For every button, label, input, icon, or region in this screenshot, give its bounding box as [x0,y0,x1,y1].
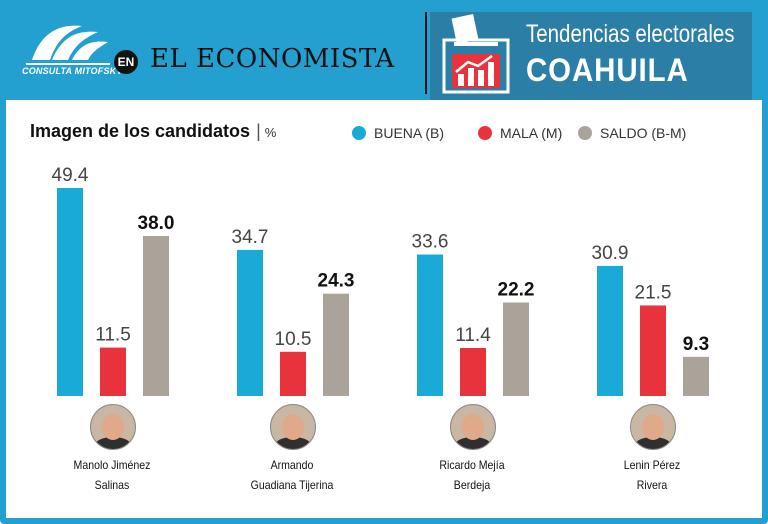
header-banner: CONSULTA MITOFSKY EN EL ECONOMISTA Tende… [0,0,768,100]
data-label-saldo-2: 24.3 [318,271,355,292]
bar-saldo-3 [503,302,529,396]
bar-mala-1 [100,347,126,396]
legend-dot-icon [478,126,492,140]
bar-mala-4 [640,305,666,396]
data-label-buena-4: 30.9 [592,243,629,264]
bar-saldo-4 [683,356,709,396]
data-label-saldo-3: 22.2 [498,280,535,301]
data-label-buena-3: 33.6 [412,232,449,253]
header-divider [425,12,427,94]
data-label-saldo-4: 9.3 [683,334,709,355]
ballot-box-icon [442,13,510,94]
photo-shirt [455,437,491,449]
data-label-mala-4: 21.5 [635,282,672,303]
candidate-name-line: Salinas [94,478,130,492]
candidate-photo-4 [630,404,676,450]
data-label-buena-1: 49.4 [52,165,89,186]
bar-buena-1 [57,188,83,396]
legend-item-saldo: SALDO (B-M) [578,125,686,141]
photo-shirt [635,437,671,449]
legend-label-saldo: SALDO (B-M) [600,125,687,141]
title-line-2: COAHUILA [526,52,689,88]
candidate-name-4: Lenin Pérez Rivera [595,455,709,495]
bar-mala-2 [280,351,306,396]
candidate-photo-3 [450,404,496,450]
mitofsky-logo: CONSULTA MITOFSKY [22,20,123,82]
candidate-name-line: Rivera [636,478,668,492]
legend-item-mala: MALA (M) [478,125,562,141]
data-label-mala-3: 11.4 [455,325,491,346]
photo-shirt [275,437,311,449]
candidate-name-line: Lenin Pérez [623,458,681,472]
bar-saldo-2 [323,293,349,396]
photo-face [462,414,484,440]
photo-face [102,414,124,440]
title-line-1: Tendencias electorales [526,20,735,48]
mitofsky-swoosh-icon [26,25,110,65]
bar-buena-4 [597,265,623,396]
photo-face [282,414,304,440]
mitofsky-logo-text: CONSULTA MITOFSKY [22,66,123,76]
legend-label-mala: MALA (M) [500,125,563,141]
candidate-name-line: Guadiana Tijerina [250,478,334,492]
bar-buena-2 [237,249,263,396]
legend-label-buena: BUENA (B) [374,125,445,141]
legend-dot-icon [352,126,366,140]
chart-title: Imagen de los candidatos |% [30,121,276,142]
candidate-name-line: Berdeja [453,478,491,492]
chart-title-text: Imagen de los candidatos [30,121,251,141]
chart-unit: % [264,125,277,140]
candidate-name-1: Manolo Jiménez Salinas [55,455,169,495]
legend-item-buena: BUENA (B) [352,125,444,141]
data-label-mala-2: 10.5 [275,329,312,350]
candidate-name-2: Armando Guadiana Tijerina [235,455,349,495]
candidate-photo-2 [270,404,316,450]
candidate-name-line: Manolo Jiménez [73,458,151,472]
data-label-buena-2: 34.7 [232,227,269,248]
data-label-saldo-1: 38.0 [138,213,175,234]
newspaper-name: EL ECONOMISTA [150,44,395,74]
bar-saldo-1 [143,236,169,396]
candidate-photo-1 [90,404,136,450]
photo-shirt [95,437,131,449]
candidate-name-3: Ricardo Mejía Berdeja [415,455,529,495]
bar-mala-3 [460,348,486,396]
en-badge: EN [114,50,138,74]
photo-face [642,414,664,440]
bar-buena-3 [417,254,443,396]
candidate-name-line: Ricardo Mejía [439,458,505,472]
legend-dot-icon [578,126,592,140]
chart-title-separator: | [256,121,261,141]
candidate-name-line: Armando [270,458,314,472]
data-label-mala-1: 11.5 [95,325,131,346]
